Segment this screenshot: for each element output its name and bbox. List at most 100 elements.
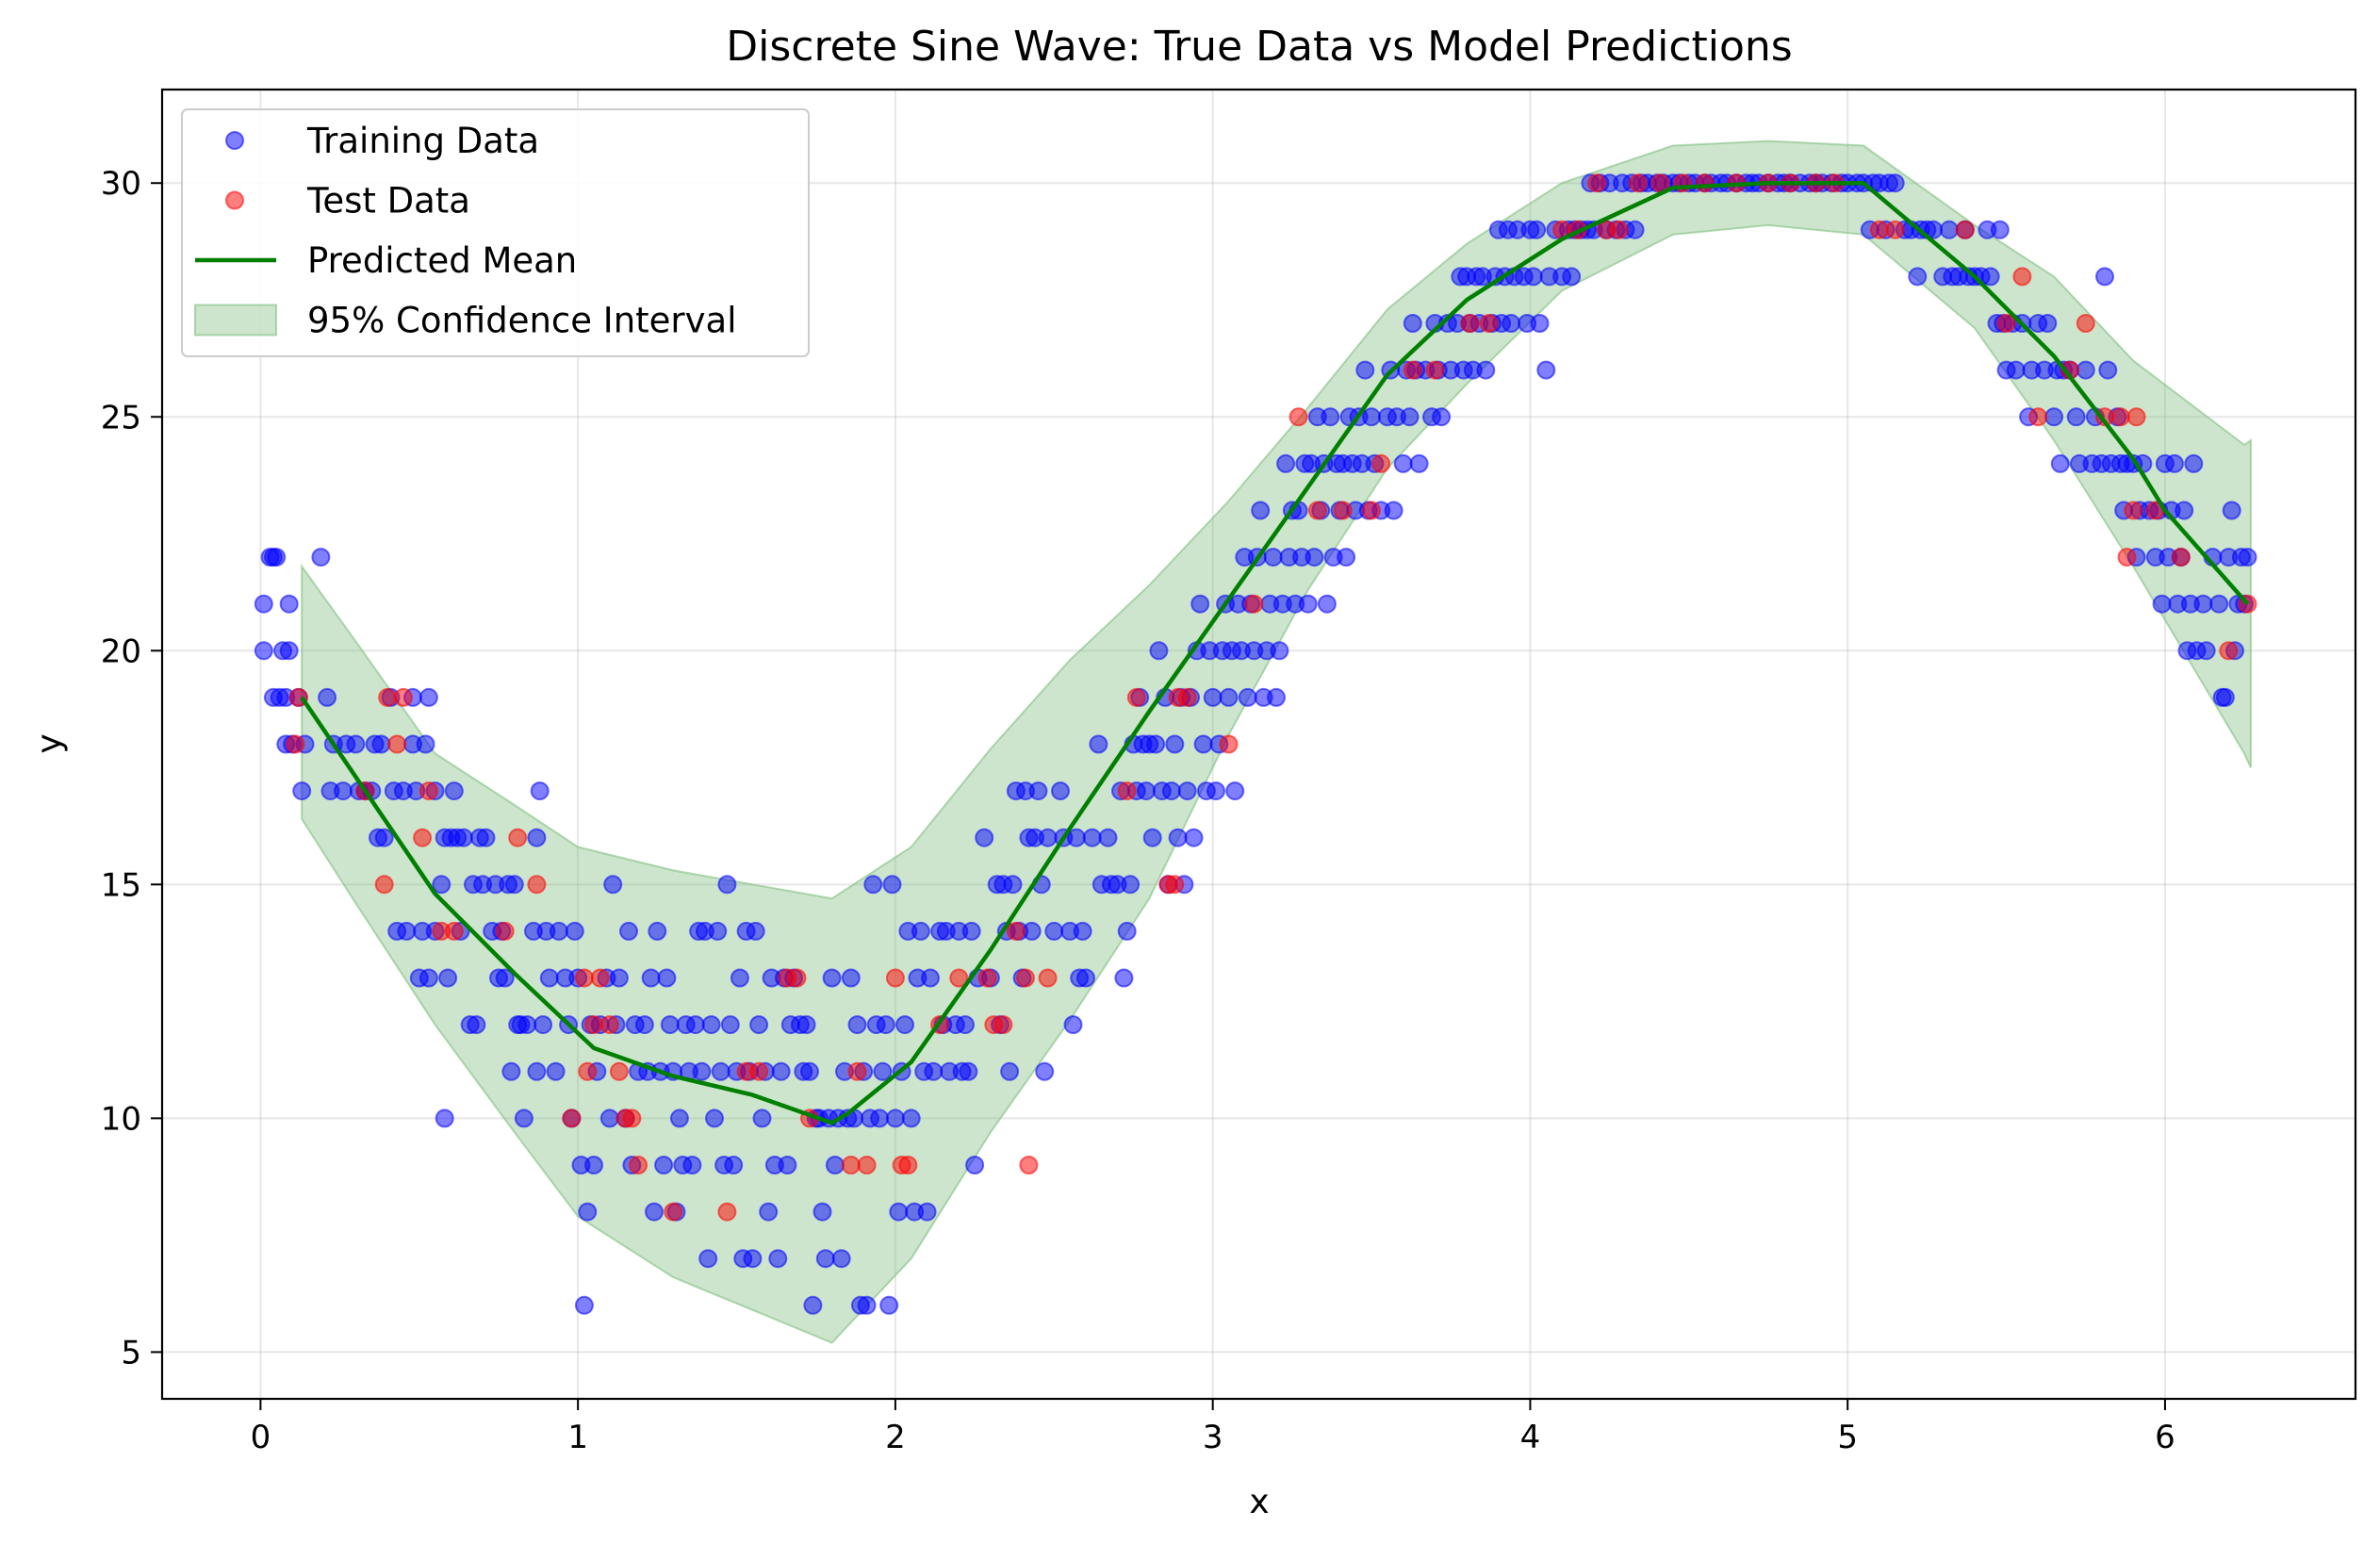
training-data-point	[514, 1109, 533, 1128]
training-data-point	[1317, 594, 1337, 614]
training-data-point	[546, 1061, 566, 1081]
training-data-point	[527, 828, 547, 847]
training-data-point	[419, 968, 438, 988]
training-data-point	[1362, 407, 1381, 427]
training-data-point	[746, 921, 765, 941]
test-data-point	[1996, 314, 2016, 333]
training-data-point	[705, 1109, 724, 1128]
training-data-point	[2215, 687, 2235, 707]
training-data-point	[1190, 594, 1210, 614]
y-tick-label: 15	[101, 866, 141, 904]
training-data-point	[565, 921, 584, 941]
training-data-point	[800, 1061, 819, 1081]
training-data-point	[1885, 173, 1905, 193]
training-data-point	[1400, 407, 1420, 427]
training-data-point	[1073, 921, 1092, 941]
training-data-point	[1298, 594, 1318, 614]
test-data-point	[1628, 173, 1648, 193]
training-data-point	[2044, 407, 2064, 427]
training-data-point	[2209, 594, 2229, 614]
training-data-point	[1193, 734, 1213, 754]
test-data-point	[949, 968, 969, 988]
training-data-point	[609, 968, 629, 988]
training-data-point	[876, 1015, 895, 1035]
training-data-point	[539, 968, 559, 988]
legend-marker	[225, 131, 244, 150]
chart-title: Discrete Sine Wave: True Data vs Model P…	[726, 23, 1792, 71]
test-data-point	[1126, 687, 1146, 707]
training-data-point	[2038, 314, 2058, 333]
training-data-point	[435, 1109, 454, 1128]
training-data-point	[2238, 548, 2257, 567]
training-data-point	[645, 1202, 664, 1222]
training-data-point	[648, 921, 667, 941]
training-data-point	[1990, 220, 2010, 239]
training-data-point	[1184, 828, 1204, 847]
training-data-point	[965, 1156, 985, 1174]
training-data-point	[803, 1295, 823, 1315]
training-data-point	[1044, 921, 1064, 941]
test-data-point	[1333, 501, 1353, 520]
test-data-point	[841, 1156, 861, 1174]
legend-label: 95% Confidence Interval	[307, 301, 737, 341]
test-data-point	[1371, 453, 1391, 473]
training-data-point	[669, 1109, 689, 1128]
training-data-point	[292, 781, 312, 801]
test-data-point	[584, 1015, 603, 1035]
training-data-point	[495, 968, 515, 988]
test-data-point	[1695, 173, 1715, 193]
test-data-point	[787, 968, 807, 988]
training-data-point	[578, 1202, 598, 1222]
training-data-point	[730, 968, 749, 988]
test-data-point	[2219, 641, 2239, 661]
test-data-point	[749, 1061, 769, 1081]
test-data-point	[2124, 501, 2143, 520]
test-data-point	[2076, 314, 2095, 333]
confidence-band-layer	[301, 140, 2252, 1344]
training-data-point	[857, 1295, 877, 1315]
training-data-point	[1161, 781, 1181, 801]
test-data-point	[2028, 407, 2048, 427]
training-data-point	[1337, 548, 1356, 567]
training-data-point	[533, 1015, 553, 1035]
training-data-point	[1476, 360, 1496, 380]
test-data-point	[609, 1061, 629, 1081]
test-data-point	[1869, 220, 1889, 239]
training-data-point	[717, 875, 737, 895]
test-data-point	[1460, 314, 1480, 333]
test-data-point	[419, 781, 438, 801]
test-data-point	[885, 968, 905, 988]
test-data-point	[1587, 173, 1607, 193]
training-data-point	[2175, 501, 2194, 520]
training-data-point	[1238, 687, 1257, 707]
test-data-point	[1403, 360, 1422, 380]
test-data-point	[1288, 407, 1308, 427]
training-data-point	[870, 1109, 890, 1128]
training-data-point	[1321, 407, 1340, 427]
training-data-point	[1267, 687, 1286, 707]
predicted-mean-line	[300, 180, 2250, 1125]
training-data-point	[959, 1061, 978, 1081]
test-data-point	[393, 687, 413, 707]
training-data-point	[863, 875, 883, 895]
training-data-point	[825, 1156, 845, 1174]
training-data-point	[1000, 1061, 1020, 1081]
training-data-point	[254, 641, 273, 661]
test-data-point	[847, 1061, 867, 1081]
training-data-point	[1527, 220, 1547, 239]
test-data-point	[1177, 687, 1197, 707]
axis-ticks: 0 1 2 3 4 5 6 5 10 15 20 25 30	[101, 165, 2175, 1456]
training-data-point	[2050, 453, 2070, 473]
training-data-point	[1137, 781, 1156, 801]
training-data-point	[724, 1156, 744, 1174]
training-data-point	[1355, 360, 1375, 380]
training-data-point	[1276, 453, 1296, 473]
training-data-point	[619, 921, 638, 941]
training-data-point	[682, 1156, 702, 1174]
test-data-point	[286, 734, 305, 754]
training-data-point	[1063, 1015, 1083, 1035]
training-data-point	[901, 1109, 921, 1128]
training-data-point	[1038, 828, 1058, 847]
training-data-point	[1098, 828, 1118, 847]
